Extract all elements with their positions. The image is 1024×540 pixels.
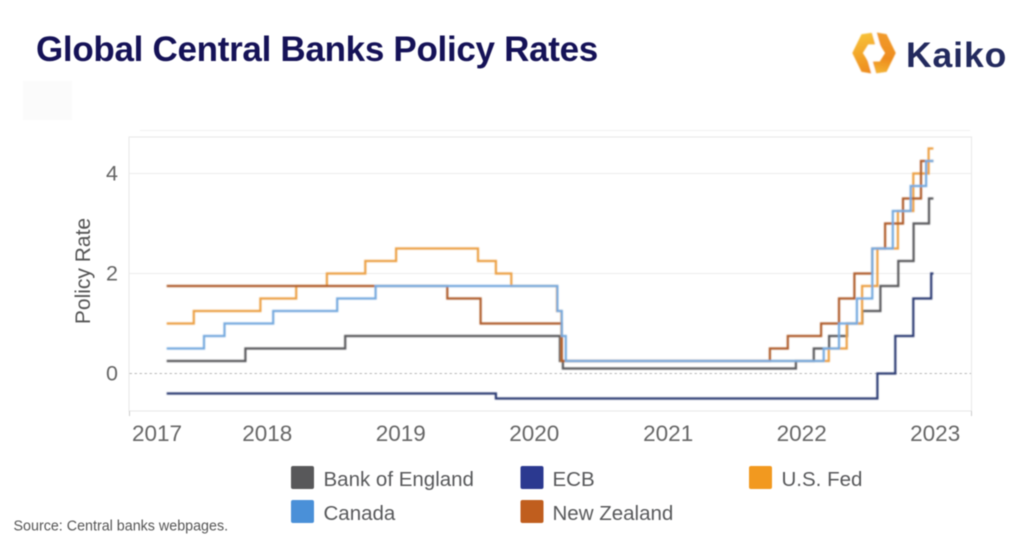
svg-text:Bank of England: Bank of England [324, 468, 474, 491]
svg-text:2: 2 [106, 262, 118, 286]
svg-text:Canada: Canada [324, 502, 396, 525]
svg-text:2021: 2021 [643, 421, 693, 446]
svg-text:2017: 2017 [132, 421, 182, 446]
svg-text:Policy Rate: Policy Rate [72, 218, 95, 324]
svg-text:2022: 2022 [777, 421, 827, 446]
svg-text:2019: 2019 [376, 421, 426, 446]
svg-text:Kaiko: Kaiko [906, 35, 1007, 75]
svg-text:4: 4 [106, 162, 118, 186]
svg-text:Global Central Banks Policy Ra: Global Central Banks Policy Rates [36, 30, 598, 69]
svg-text:New Zealand: New Zealand [553, 502, 674, 525]
svg-text:ECB: ECB [553, 468, 595, 491]
svg-text:0: 0 [106, 362, 118, 386]
svg-text:2018: 2018 [242, 421, 292, 446]
svg-text:U.S. Fed: U.S. Fed [782, 468, 863, 491]
svg-text:2020: 2020 [509, 421, 559, 446]
svg-text:2023: 2023 [910, 421, 960, 446]
svg-text:Source: Central banks webpages: Source: Central banks webpages. [14, 519, 229, 535]
